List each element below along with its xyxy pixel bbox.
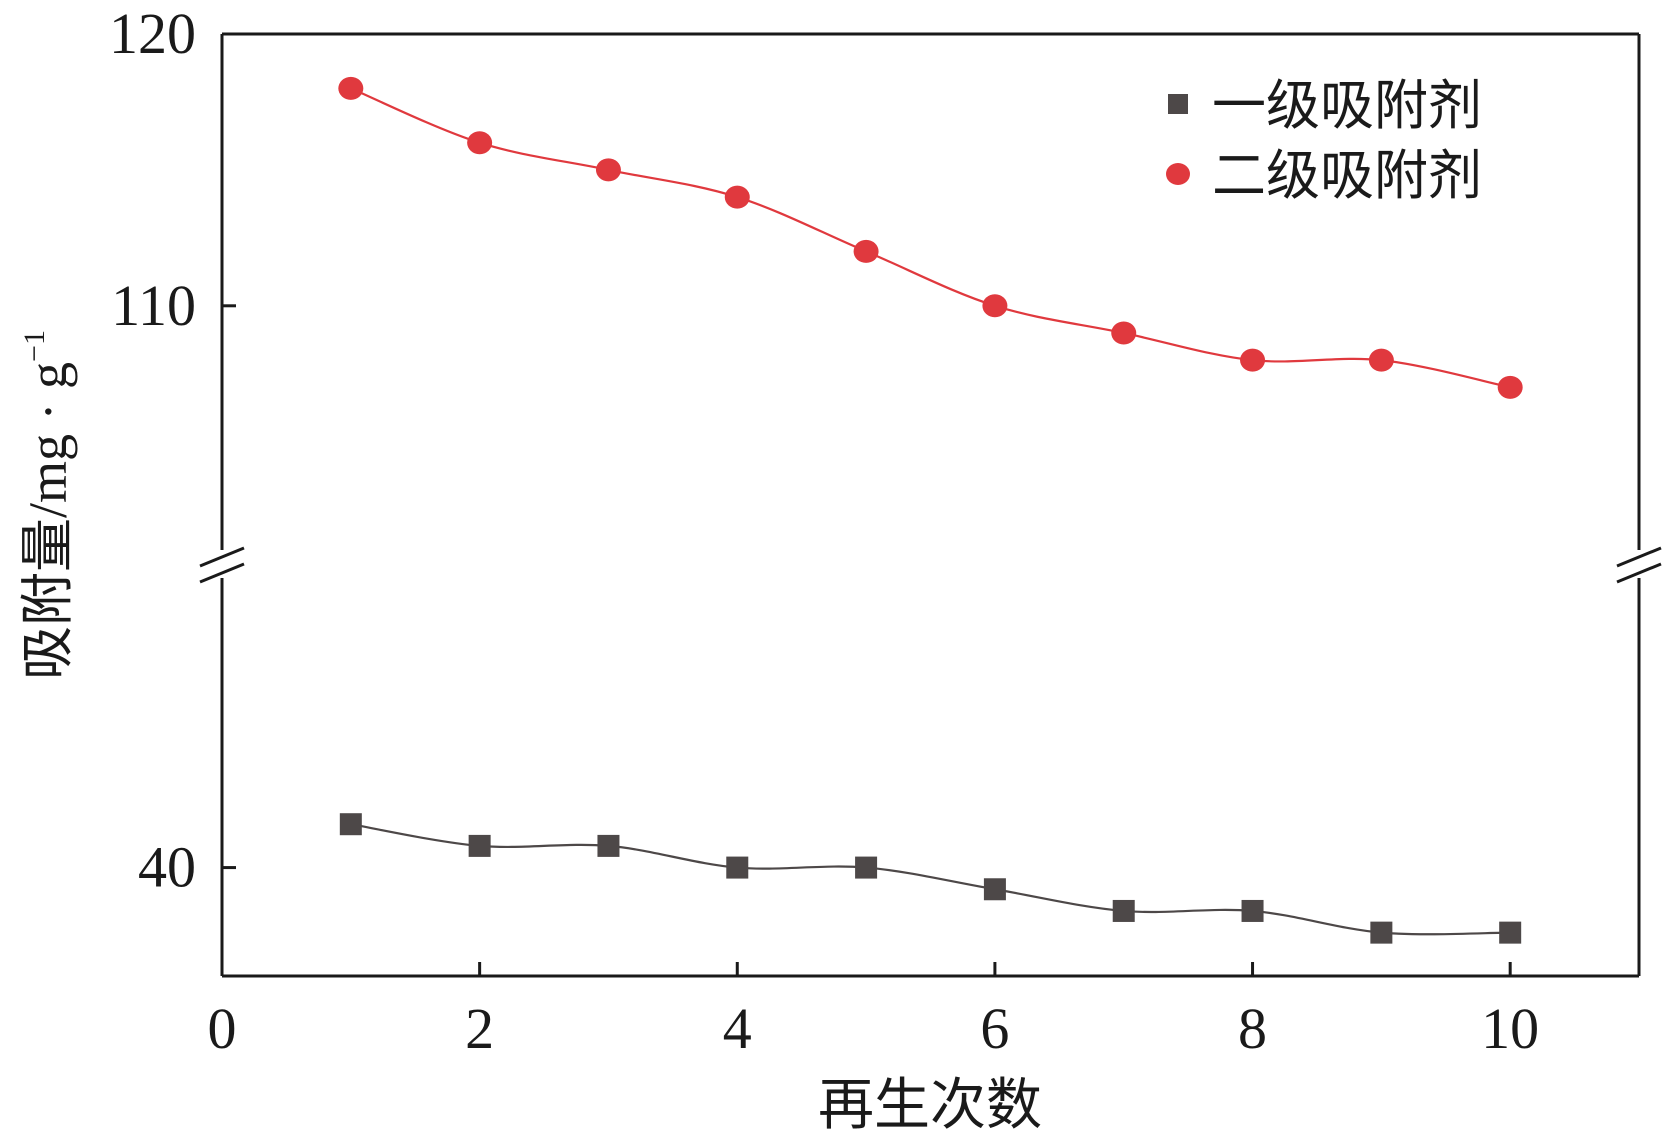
y-axis-ticks: 40 110 120 <box>109 1 236 900</box>
axis-break-left <box>199 546 245 584</box>
x-tick-label: 10 <box>1481 996 1539 1061</box>
legend-marker-square <box>1168 94 1188 114</box>
axis-break-right <box>1616 546 1662 584</box>
data-point <box>595 158 621 182</box>
data-point <box>1240 348 1266 372</box>
data-point <box>1370 921 1393 944</box>
series-layer <box>338 76 1523 944</box>
legend: 一级吸附剂 二级吸附剂 <box>1166 76 1482 206</box>
data-point <box>1112 899 1135 922</box>
axis-break-right-mark-2 <box>1616 562 1662 584</box>
data-point <box>467 131 493 155</box>
data-point <box>724 185 750 209</box>
legend-item-series-2: 二级吸附剂 <box>1166 146 1482 206</box>
y-axis-label: 吸附量/mg · g−1 <box>18 330 78 680</box>
data-point <box>468 834 491 857</box>
legend-marker-circle <box>1166 163 1190 185</box>
series-line <box>350 87 1511 389</box>
data-point <box>726 856 749 879</box>
axis-break-left-mark-1 <box>199 546 245 568</box>
x-axis-ticks: 0 2 4 6 8 10 <box>208 962 1539 1061</box>
data-point <box>853 239 879 263</box>
data-point <box>338 76 364 100</box>
data-point <box>1499 921 1522 944</box>
y-axis-label-main: 吸附量/mg · g <box>18 362 78 680</box>
axis-break-left-mark-2 <box>199 562 245 584</box>
x-axis-label: 再生次数 <box>818 1075 1042 1137</box>
data-point <box>1241 899 1264 922</box>
series-line <box>350 823 1511 936</box>
legend-label-series-2: 二级吸附剂 <box>1212 146 1482 206</box>
legend-item-series-1: 一级吸附剂 <box>1168 76 1482 136</box>
series-1 <box>339 813 1522 944</box>
series-2 <box>338 76 1523 399</box>
data-point <box>855 856 878 879</box>
y-tick-label: 110 <box>111 273 196 338</box>
axis-break-right-mark-1 <box>1616 546 1662 568</box>
legend-label-series-1: 一级吸附剂 <box>1212 76 1482 136</box>
y-tick-label: 40 <box>138 835 196 900</box>
data-point <box>1368 348 1394 372</box>
x-tick-label: 4 <box>723 996 752 1061</box>
x-tick-label: 2 <box>465 996 494 1061</box>
y-tick-label: 120 <box>109 1 196 66</box>
x-tick-label: 8 <box>1238 996 1267 1061</box>
y-axis-label-superscript: −1 <box>18 330 51 362</box>
data-point <box>1111 321 1137 345</box>
data-point <box>597 834 620 857</box>
x-tick-label: 6 <box>980 996 1009 1061</box>
data-point <box>1497 375 1523 399</box>
x-tick-label: 0 <box>208 996 237 1061</box>
data-point <box>983 878 1006 901</box>
data-point <box>339 813 362 836</box>
plot-frame <box>220 32 1641 978</box>
data-point <box>982 294 1008 318</box>
